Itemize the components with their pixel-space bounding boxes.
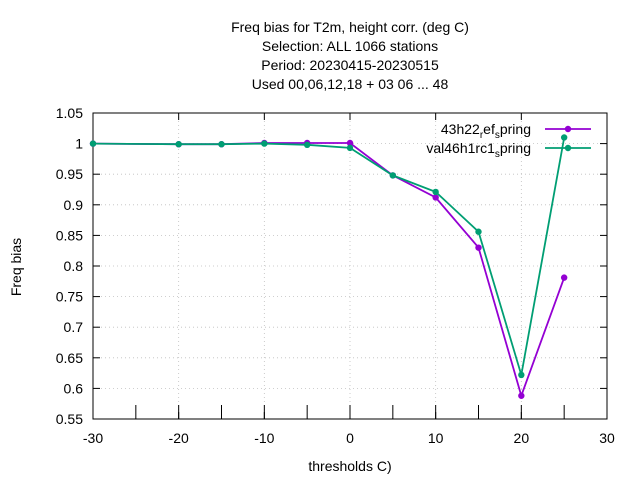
chart-title: Freq bias for T2m, height corr. (deg C) S…: [231, 19, 469, 92]
y-tick-label: 1: [75, 136, 83, 152]
y-tick-label: 0.7: [64, 319, 84, 335]
x-tick-label: 20: [514, 430, 530, 446]
title-line: Period: 20230415-20230515: [261, 57, 439, 73]
data-point: [475, 228, 482, 235]
data-point: [560, 274, 568, 281]
data-point: [432, 194, 439, 201]
data-point: [432, 188, 439, 196]
x-tick-label: -30: [83, 430, 103, 446]
series-1: [89, 139, 568, 399]
legend-swatch-point: [564, 144, 572, 152]
data-point: [475, 244, 482, 251]
y-tick-label: 0.75: [56, 289, 83, 305]
data-point: [518, 392, 525, 399]
series-line: [92, 137, 566, 376]
data-point: [261, 140, 268, 147]
y-axis-ticks: 0.55 0.6 0.65 0.7 0.75 0.8 0.85 0.9 0.95 1 1.05: [56, 105, 607, 427]
x-tick-label: -10: [254, 430, 274, 446]
y-tick-label: 0.9: [64, 197, 84, 213]
y-axis-label: Freq bias: [8, 238, 24, 296]
x-tick-label: 30: [599, 430, 615, 446]
x-tick-label: 0: [346, 430, 354, 446]
legend-label: 43h22refspring: [441, 121, 531, 141]
data-point: [175, 141, 182, 148]
y-tick-label: 0.65: [56, 350, 83, 366]
legend-label: val46h1rc1spring: [426, 140, 531, 160]
data-point: [560, 134, 568, 141]
data-point: [218, 141, 225, 148]
series-lines: [89, 134, 568, 399]
y-tick-label: 0.85: [56, 227, 83, 243]
legend-swatch-point: [564, 125, 572, 133]
title-line: Freq bias for T2m, height corr. (deg C): [231, 19, 469, 35]
x-tick-label: -20: [169, 430, 189, 446]
data-point: [89, 140, 97, 147]
x-axis-label: thresholds C): [308, 458, 391, 474]
title-line: Used 00,06,12,18 + 03 06 ... 48: [252, 76, 449, 92]
data-point: [346, 139, 354, 147]
y-tick-label: 0.8: [64, 258, 84, 274]
series-2: [89, 134, 568, 379]
y-tick-label: 0.6: [64, 380, 84, 396]
y-tick-label: 0.95: [56, 166, 83, 182]
data-point: [518, 371, 525, 379]
x-axis-ticks: -30 -20 -10 0 10 20 30: [83, 113, 615, 446]
data-point: [389, 172, 397, 179]
title-line: Selection: ALL 1066 stations: [262, 38, 438, 54]
y-tick-label: 0.55: [56, 411, 83, 427]
data-point: [303, 141, 311, 149]
data-point: [346, 144, 354, 152]
y-tick-label: 1.05: [56, 105, 83, 121]
x-tick-label: 10: [428, 430, 444, 446]
